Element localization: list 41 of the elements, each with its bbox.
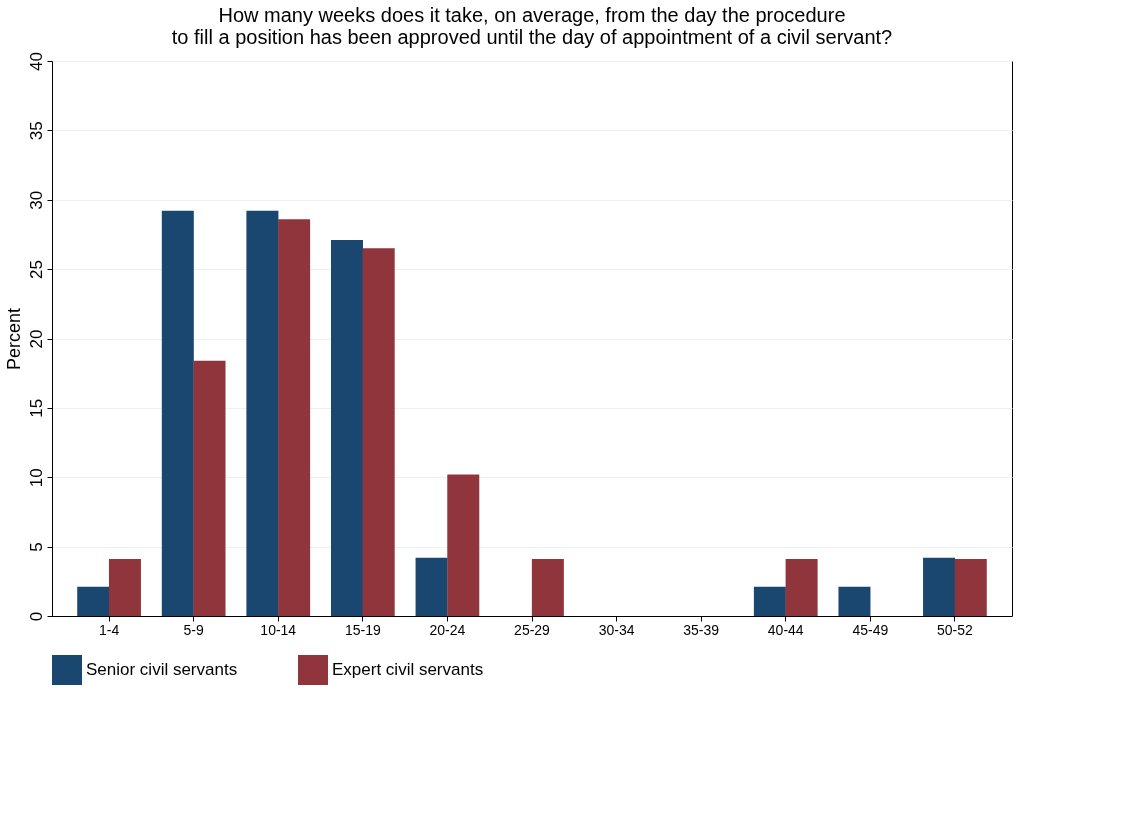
y-tick-label: 40	[26, 52, 46, 71]
x-tick-label: 30-34	[598, 621, 635, 638]
bar	[954, 559, 987, 616]
x-tick-label: 1-4	[98, 621, 120, 638]
bar	[415, 557, 448, 616]
x-tick-label: 20-24	[429, 621, 466, 638]
y-tick-label: 15	[26, 398, 46, 418]
bar	[246, 210, 279, 616]
y-axis-title: Percent	[3, 307, 24, 371]
y-tick-label: 35	[26, 121, 46, 141]
y-tick-label: 20	[26, 329, 46, 349]
bar	[108, 559, 141, 616]
y-tick-label: 30	[26, 190, 46, 210]
bar	[193, 360, 226, 616]
x-tick-label: 25-29	[514, 621, 551, 638]
text: to fill a position has been approved until the day of appointment of a civil servant?	[171, 25, 893, 48]
x-tick-label: 5-9	[183, 621, 205, 638]
bar	[838, 586, 871, 616]
y-tick-label: 25	[26, 260, 46, 280]
x-tick-label: 45-49	[852, 621, 889, 638]
x-tick-label: 35-39	[683, 621, 720, 638]
bar	[77, 586, 110, 616]
y-tick-label: 5	[26, 542, 46, 552]
bar	[531, 559, 564, 616]
bar	[330, 239, 363, 616]
legend-label: Senior civil servants	[86, 660, 238, 679]
bar	[753, 586, 786, 616]
bar	[362, 248, 395, 616]
bar	[785, 559, 818, 616]
bar	[923, 557, 956, 616]
y-tick-label: 10	[26, 468, 46, 488]
text: How many weeks does it take, on average, from the day the procedure	[218, 3, 846, 26]
bar	[278, 219, 311, 616]
x-tick-label: 15-19	[344, 621, 381, 638]
y-tick-label: 0	[26, 611, 46, 622]
legend-label: Expert civil servants	[332, 660, 484, 679]
x-tick-label: 40-44	[767, 621, 804, 638]
x-tick-label: 50-52	[937, 621, 974, 638]
bar	[161, 210, 194, 616]
x-tick-label: 10-14	[260, 621, 297, 638]
bar	[447, 474, 480, 616]
